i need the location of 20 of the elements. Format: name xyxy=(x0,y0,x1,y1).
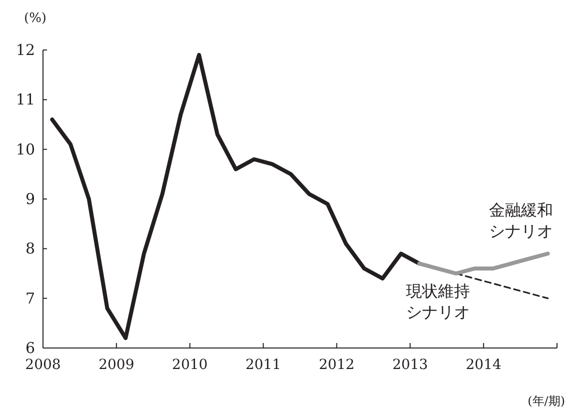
x-tick-label: 2009 xyxy=(98,357,134,373)
y-axis-title: (%) xyxy=(24,11,46,26)
x-tick-label: 2013 xyxy=(392,357,428,373)
y-tick-label: 11 xyxy=(16,90,35,109)
x-tick-label: 2014 xyxy=(466,357,502,373)
x-axis-title: (年/期) xyxy=(528,394,565,408)
line-series xyxy=(50,52,422,340)
series-label: 現状維持シナリオ xyxy=(406,281,470,322)
y-tick-label: 12 xyxy=(16,41,35,59)
x-tick-label: 2012 xyxy=(318,357,355,373)
x-tick-label: 2011 xyxy=(245,357,282,373)
x-tick-label: 2010 xyxy=(172,357,208,373)
series-label: 金融緩和シナリオ xyxy=(488,200,553,241)
line-series xyxy=(417,252,550,276)
y-tick-label: 9 xyxy=(25,190,35,208)
x-tick-label: 2008 xyxy=(25,357,61,373)
y-tick-label: 6 xyxy=(25,339,35,357)
y-tick-label: 7 xyxy=(25,289,35,308)
y-tick-label: 8 xyxy=(25,240,35,258)
y-tick-label: 10 xyxy=(16,140,35,158)
